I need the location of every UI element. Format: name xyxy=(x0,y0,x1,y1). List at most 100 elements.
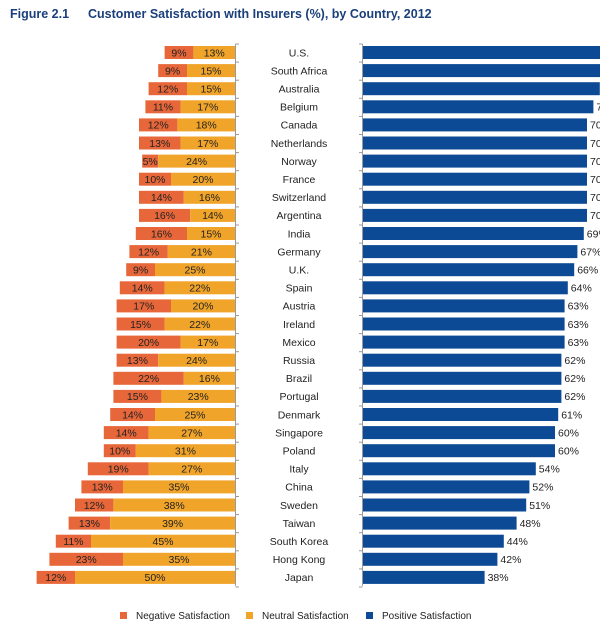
country-label: Taiwan xyxy=(283,518,316,530)
legend-negative: Negative Satisfaction xyxy=(120,611,230,625)
bar-positive xyxy=(363,227,584,240)
label-positive: 44% xyxy=(507,536,528,548)
label-positive: 70% xyxy=(590,174,600,186)
bar-positive xyxy=(363,281,568,295)
country-label: France xyxy=(283,174,316,186)
bar-positive xyxy=(363,100,594,114)
bar-negative xyxy=(68,516,111,530)
country-label: Australia xyxy=(279,84,320,96)
label-neutral: 25% xyxy=(184,409,205,421)
bar-neutral xyxy=(135,444,235,458)
label-negative: 9% xyxy=(171,47,186,59)
label-neutral: 23% xyxy=(188,391,209,403)
legend-negative-swatch xyxy=(120,611,127,619)
bar-negative xyxy=(116,335,181,349)
bar-negative xyxy=(126,263,155,277)
chart-title: Customer Satisfaction with Insurers (%),… xyxy=(88,7,432,21)
bar-negative xyxy=(55,534,91,548)
bar-positive xyxy=(363,136,587,150)
bar-negative xyxy=(81,480,123,494)
bar-negative xyxy=(139,190,184,204)
label-positive: 51% xyxy=(529,500,550,512)
label-neutral: 14% xyxy=(202,210,223,222)
bar-positive xyxy=(363,408,559,421)
bar-negative xyxy=(139,172,171,186)
label-positive: 70% xyxy=(590,192,600,204)
label-positive: 63% xyxy=(568,301,589,313)
bar-negative xyxy=(49,552,123,566)
bar-neutral xyxy=(180,100,235,114)
bar-negative xyxy=(110,408,155,421)
country-label: U.K. xyxy=(289,265,309,277)
legend-negative-label: Negative Satisfaction xyxy=(136,611,230,622)
label-positive: 72% xyxy=(596,102,600,114)
bar-negative xyxy=(129,245,168,259)
label-negative: 9% xyxy=(165,65,180,77)
country-label: Argentina xyxy=(277,210,322,222)
country-label: Switzerland xyxy=(272,192,326,204)
bar-neutral xyxy=(110,516,235,530)
country-label: Italy xyxy=(289,464,309,476)
label-negative: 12% xyxy=(148,120,169,132)
label-positive: 62% xyxy=(564,355,585,367)
label-neutral: 39% xyxy=(162,518,183,530)
bar-neutral xyxy=(164,281,235,295)
bar-neutral xyxy=(113,498,235,512)
bar-neutral xyxy=(190,208,235,222)
bar-positive xyxy=(363,353,562,367)
figure-label: Figure 2.1 xyxy=(10,7,70,21)
bar-positive xyxy=(363,190,587,204)
country-label: Brazil xyxy=(286,373,312,385)
bar-positive xyxy=(363,154,587,168)
label-neutral: 45% xyxy=(152,536,173,548)
bar-negative xyxy=(164,46,194,59)
label-neutral: 17% xyxy=(197,102,218,114)
bar-negative xyxy=(142,154,159,168)
bar-negative xyxy=(119,281,165,295)
label-positive: 60% xyxy=(558,427,579,439)
label-neutral: 22% xyxy=(189,283,210,295)
label-neutral: 27% xyxy=(181,427,202,439)
label-negative: 13% xyxy=(149,138,170,150)
legend-neutral: Neutral Satisfaction xyxy=(246,611,349,625)
bar-positive xyxy=(363,371,562,385)
label-negative: 14% xyxy=(116,427,137,439)
legend-neutral-swatch xyxy=(246,611,253,619)
country-label: Hong Kong xyxy=(273,554,326,566)
bar-positive xyxy=(363,245,578,259)
bar-negative xyxy=(103,426,149,440)
bar-positive xyxy=(363,552,498,566)
legend-positive-label: Positive Satisfaction xyxy=(382,611,472,622)
label-neutral: 17% xyxy=(197,337,218,349)
bar-negative xyxy=(116,353,159,367)
bar-neutral xyxy=(187,227,235,240)
bar-neutral xyxy=(148,462,235,476)
label-negative: 5% xyxy=(143,156,158,168)
bar-neutral xyxy=(187,64,235,78)
bar-positive xyxy=(363,534,504,548)
figure-title-row: Figure 2.1 Customer Satisfaction with Ins… xyxy=(10,7,432,25)
label-neutral: 24% xyxy=(186,355,207,367)
label-neutral: 16% xyxy=(199,192,220,204)
label-negative: 15% xyxy=(127,391,148,403)
bar-negative xyxy=(113,389,162,403)
country-label: Poland xyxy=(283,446,316,458)
country-label: Mexico xyxy=(282,337,315,349)
label-positive: 38% xyxy=(488,572,509,584)
bar-positive xyxy=(363,64,600,78)
bar-negative xyxy=(139,208,191,222)
country-label: Russia xyxy=(283,355,315,367)
country-label: Japan xyxy=(285,572,314,584)
label-neutral: 17% xyxy=(197,138,218,150)
label-neutral: 35% xyxy=(168,554,189,566)
label-positive: 66% xyxy=(577,265,598,277)
bar-negative xyxy=(103,444,136,458)
label-neutral: 13% xyxy=(204,47,225,59)
label-positive: 52% xyxy=(532,482,553,494)
label-negative: 23% xyxy=(76,554,97,566)
bar-neutral xyxy=(123,480,235,494)
bar-neutral xyxy=(177,118,235,132)
bar-neutral xyxy=(180,335,235,349)
label-positive: 61% xyxy=(561,409,582,421)
label-negative: 17% xyxy=(133,301,154,313)
